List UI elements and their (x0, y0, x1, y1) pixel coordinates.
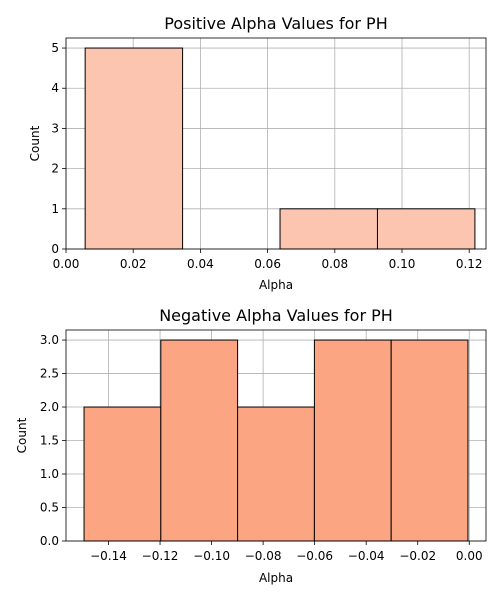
x-tick-label: 0.06 (254, 257, 281, 271)
x-tick-label: 0.00 (456, 549, 483, 563)
y-tick-label: 3 (51, 121, 59, 135)
y-tick-label: 1.5 (40, 434, 59, 448)
x-tick-label: 0.02 (120, 257, 147, 271)
histogram-bar (390, 339, 469, 542)
x-axis-label: Alpha (259, 278, 293, 292)
x-tick-label: −0.14 (90, 549, 127, 563)
plot-frame (65, 329, 487, 542)
y-tick-label: 0 (51, 242, 59, 256)
histogram-bar (84, 47, 184, 250)
histogram-bar (279, 208, 378, 250)
histogram-bar (83, 406, 162, 542)
x-tick-label: 0.04 (187, 257, 214, 271)
chart-title: Positive Alpha Values for PH (164, 14, 387, 33)
negative-alpha-histogram: −0.14 −0.12 −0.10 −0.08 −0.06 −0.04 −0.02 0.00 0… (15, 306, 487, 585)
chart-title: Negative Alpha Values for PH (159, 306, 393, 325)
histogram-bar (160, 339, 239, 542)
y-axis-label: Count (15, 417, 29, 453)
y-tick-label: 1.0 (40, 467, 59, 481)
x-tick-label: −0.12 (142, 549, 179, 563)
x-tick-label: −0.08 (245, 549, 282, 563)
x-tick-label: −0.04 (348, 549, 385, 563)
y-tick-label: 2.5 (40, 367, 59, 381)
y-axis-label: Count (28, 125, 42, 161)
x-tick-label: −0.10 (193, 549, 230, 563)
x-axis-label: Alpha (259, 571, 293, 585)
positive-alpha-histogram: 0.00 0.02 0.04 0.06 0.08 0.10 0.12 0 1 2 3 4 5 Positi… (28, 14, 487, 292)
x-tick-label: 0.12 (456, 257, 483, 271)
x-tick-label: −0.06 (296, 549, 333, 563)
histogram-bar (376, 208, 476, 250)
y-tick-label: 0.0 (40, 534, 59, 548)
y-tick-label: 1 (51, 202, 59, 216)
x-tick-label: 0.00 (53, 257, 80, 271)
x-tick-label: 0.08 (321, 257, 348, 271)
y-tick-label: 0.5 (40, 501, 59, 515)
x-tick-label: 0.10 (389, 257, 416, 271)
histogram-bar (237, 406, 315, 542)
y-tick-label: 4 (51, 81, 59, 95)
y-tick-label: 5 (51, 41, 59, 55)
x-tick-label: −0.02 (399, 549, 436, 563)
y-tick-label: 2.0 (40, 400, 59, 414)
y-tick-label: 2 (51, 162, 59, 176)
histogram-bar (313, 339, 392, 542)
y-tick-label: 3.0 (40, 333, 59, 347)
plot-frame (65, 37, 487, 250)
